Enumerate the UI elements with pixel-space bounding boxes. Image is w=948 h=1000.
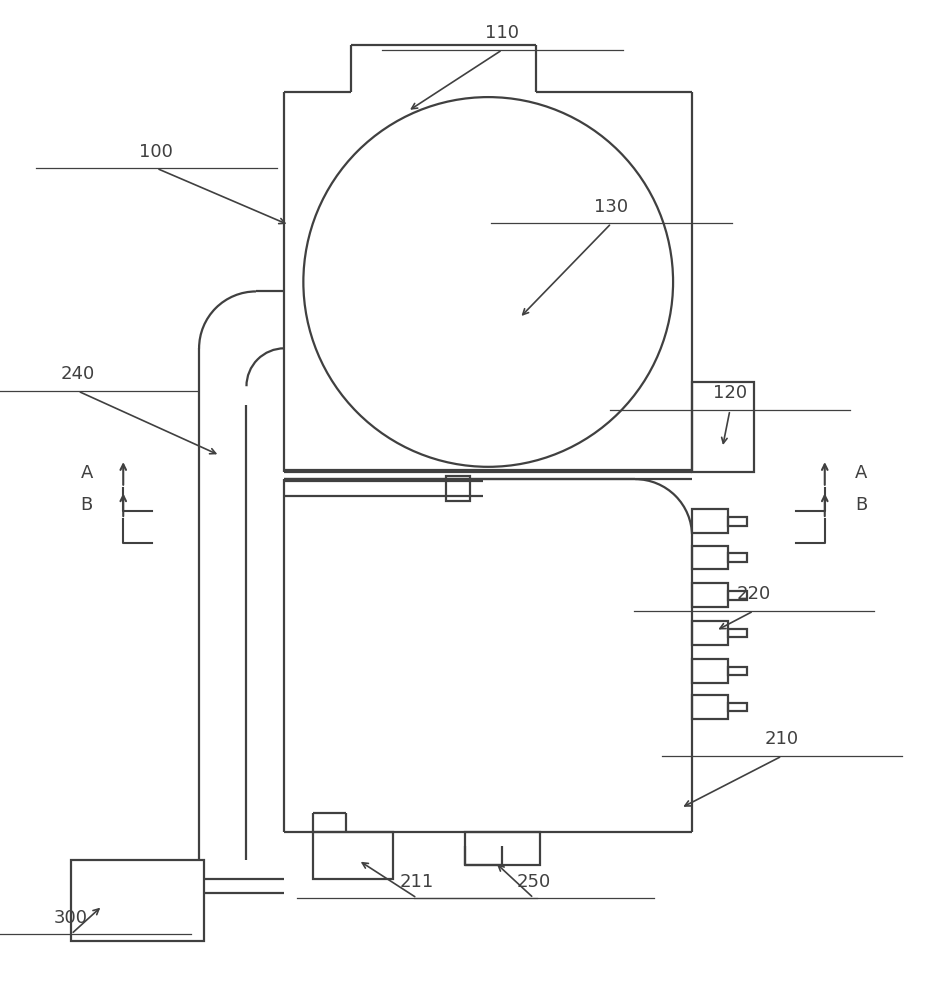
FancyBboxPatch shape (446, 476, 470, 501)
FancyBboxPatch shape (465, 832, 540, 865)
Text: B: B (855, 496, 867, 514)
Text: 240: 240 (61, 365, 95, 383)
FancyBboxPatch shape (313, 832, 393, 879)
Text: 211: 211 (400, 873, 434, 891)
Text: 100: 100 (139, 143, 173, 161)
Text: 130: 130 (594, 198, 629, 216)
Text: 210: 210 (765, 730, 799, 748)
Text: B: B (81, 496, 93, 514)
Text: 300: 300 (54, 909, 88, 927)
Text: A: A (855, 464, 867, 482)
Text: 120: 120 (713, 384, 747, 402)
Text: 220: 220 (737, 585, 771, 603)
Text: A: A (81, 464, 93, 482)
Text: 110: 110 (485, 24, 520, 42)
Text: 250: 250 (517, 873, 551, 891)
FancyBboxPatch shape (71, 860, 204, 941)
